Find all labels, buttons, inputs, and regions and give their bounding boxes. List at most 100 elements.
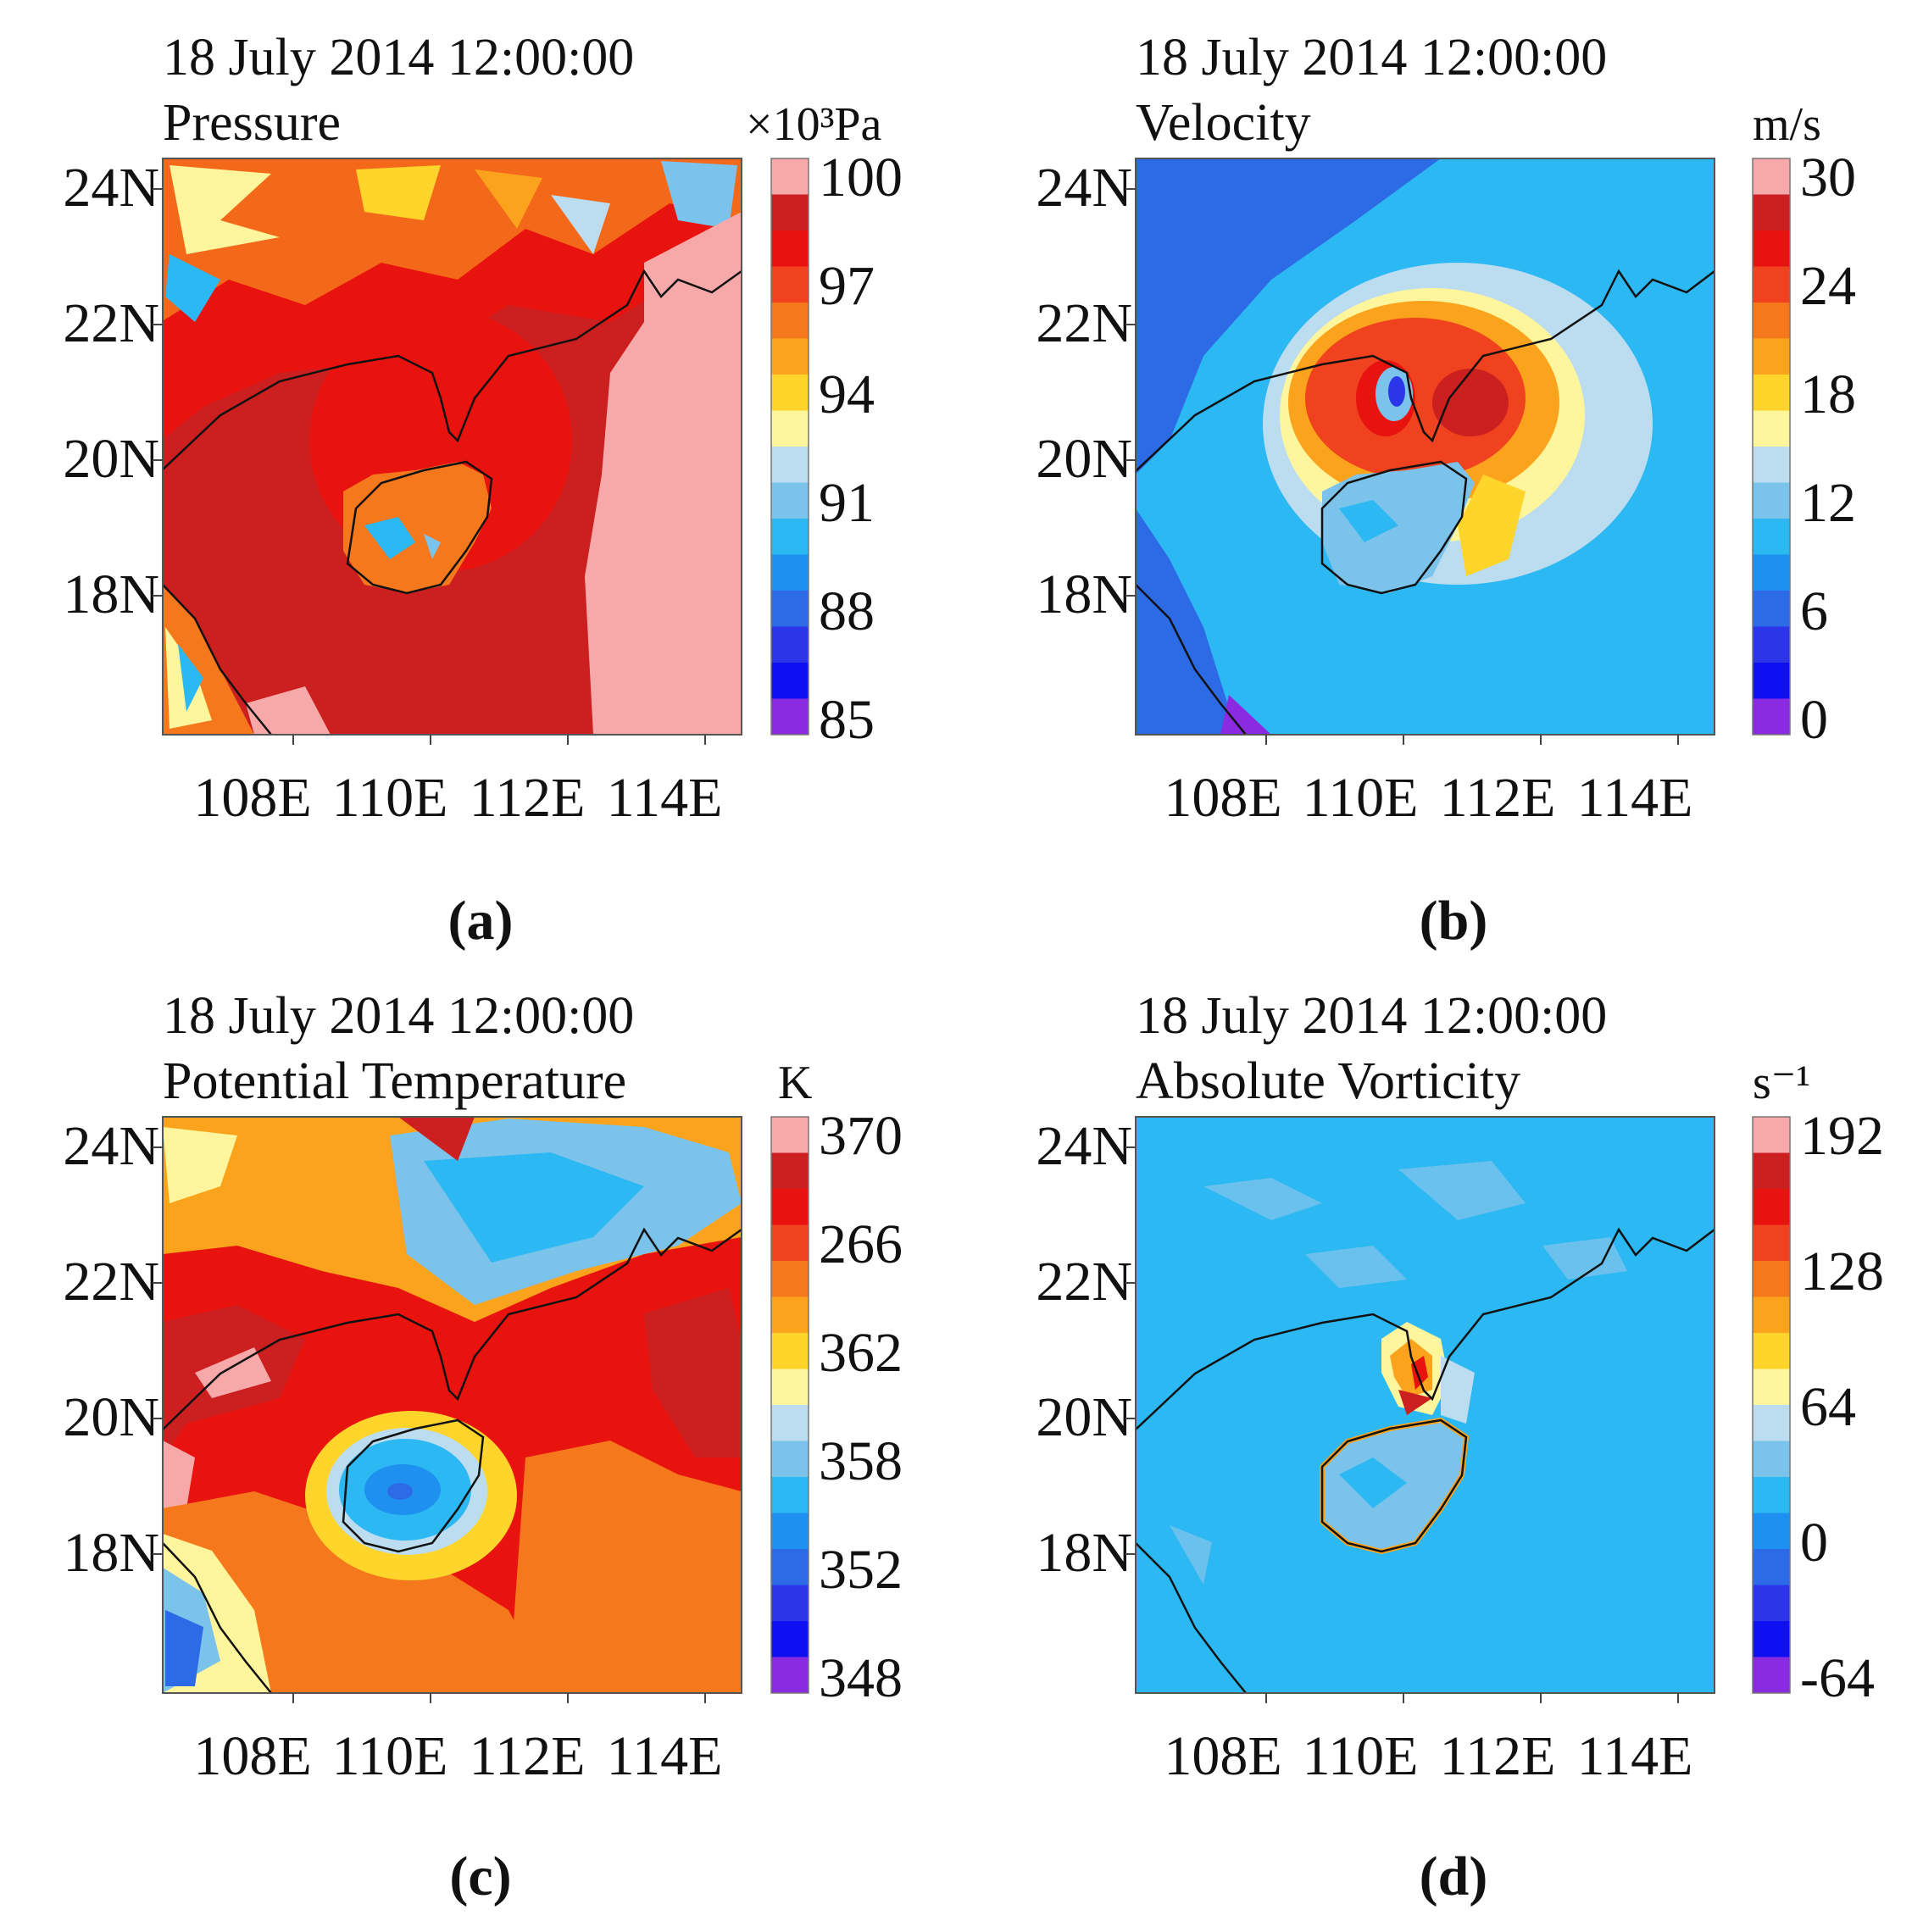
colorbar-segment — [1753, 1477, 1790, 1513]
colorbar-segment — [771, 194, 809, 231]
panel-a-colorbar: 100 97 94 91 88 85 — [770, 147, 903, 751]
colorbar-tick-label: 64 — [1800, 1376, 1856, 1438]
colorbar-segment — [771, 482, 809, 519]
colorbar-segment — [771, 626, 809, 663]
panel-d: 18 July 2014 12:00:00 Absolute Vorticity… — [1135, 987, 1884, 1709]
panel-d-variable: Absolute Vorticity — [1136, 1052, 1520, 1110]
colorbar-tick-label: 12 — [1800, 472, 1856, 534]
panel-c-colorbar: 370 266 362 358 352 348 — [770, 1105, 903, 1709]
colorbar-segment — [1753, 1585, 1790, 1622]
colorbar-segment — [771, 266, 809, 303]
colorbar-segment — [771, 1224, 809, 1262]
colorbar-tick-label: 370 — [819, 1105, 903, 1167]
colorbar-segment — [1753, 1117, 1790, 1153]
lon-tick-label: 110E — [332, 1725, 448, 1787]
panel-b-variable: Velocity — [1136, 94, 1311, 152]
colorbar-segment — [1753, 303, 1790, 339]
panel-a-timestamp: 18 July 2014 12:00:00 — [163, 29, 634, 86]
lon-tick-label: 108E — [193, 767, 311, 829]
lat-tick-label: 20N — [1036, 1386, 1132, 1448]
colorbar-segment — [1753, 1152, 1790, 1190]
colorbar-segment — [1753, 1657, 1790, 1694]
colorbar-segment — [1753, 194, 1790, 231]
lat-tick-label: 20N — [1036, 428, 1132, 490]
lat-tick-label: 18N — [1036, 564, 1132, 625]
colorbar-segment — [771, 1477, 809, 1513]
colorbar-segment — [771, 519, 809, 555]
colorbar-segment — [1753, 1368, 1790, 1406]
colorbar-tick-label: 6 — [1800, 580, 1828, 642]
lon-tick-label: 114E — [1577, 1725, 1693, 1787]
panel-a-map — [163, 158, 742, 735]
colorbar-segment — [1753, 266, 1790, 303]
lon-tick-label: 108E — [1164, 1725, 1281, 1787]
colorbar-segment — [1753, 519, 1790, 555]
colorbar-tick-label: 30 — [1800, 147, 1856, 208]
panel-d-map — [1136, 1117, 1715, 1693]
colorbar-tick-label: 94 — [819, 364, 875, 425]
colorbar-segment — [771, 1117, 809, 1153]
colorbar-segment — [1753, 663, 1790, 699]
lat-tick-label: 22N — [63, 292, 159, 354]
lat-tick-label: 20N — [63, 1386, 159, 1448]
colorbar-segment — [771, 1189, 809, 1225]
panel-b: 18 July 2014 12:00:00 Velocity m/s 30 24 1… — [1135, 29, 1856, 751]
panel-d-timestamp: 18 July 2014 12:00:00 — [1136, 987, 1607, 1045]
lat-tick-label: 22N — [1036, 292, 1132, 354]
colorbar-segment — [1753, 1441, 1790, 1478]
colorbar-segment — [1753, 698, 1790, 736]
colorbar-segment — [1753, 338, 1790, 375]
panel-d-colorbar: 192 128 64 0 -64 — [1752, 1105, 1884, 1709]
lon-tick-label: 112E — [1440, 767, 1556, 829]
colorbar-segment — [771, 410, 809, 447]
colorbar-tick-label: 91 — [819, 472, 875, 534]
colorbar-segment — [1753, 1261, 1790, 1297]
panel-a: 18 July 2014 12:00:00 Pressure ×10³Pa — [162, 29, 903, 751]
colorbar-segment — [1753, 1621, 1790, 1657]
colorbar-segment — [771, 1513, 809, 1550]
colorbar-segment — [771, 230, 809, 267]
colorbar-segment — [771, 1261, 809, 1297]
panel-d-label: (d) — [1420, 1846, 1488, 1907]
lat-tick-label: 18N — [63, 1522, 159, 1584]
colorbar-tick-label: 358 — [819, 1430, 903, 1492]
colorbar-segment — [1753, 1405, 1790, 1441]
colorbar-segment — [1753, 230, 1790, 267]
colorbar-segment — [1753, 591, 1790, 627]
colorbar-segment — [1753, 1296, 1790, 1334]
colorbar-segment — [771, 1333, 809, 1369]
tick-marks — [153, 188, 1679, 1703]
colorbar-segment — [1753, 1333, 1790, 1369]
panel-b-unit: m/s — [1753, 98, 1821, 151]
lon-tick-label: 114E — [1577, 767, 1693, 829]
colorbar-tick-label: 100 — [819, 147, 903, 208]
lon-tick-label: 114E — [607, 767, 723, 829]
colorbar-segment — [1753, 626, 1790, 663]
colorbar-segment — [1753, 1513, 1790, 1550]
colorbar-segment — [771, 375, 809, 411]
colorbar-segment — [771, 338, 809, 375]
lon-tick-label: 112E — [1440, 1725, 1556, 1787]
lon-tick-label: 112E — [470, 767, 586, 829]
colorbar-segment — [771, 1152, 809, 1190]
lon-tick-label: 108E — [1164, 767, 1281, 829]
colorbar-segment — [1753, 1549, 1790, 1585]
colorbar-tick-label: 352 — [819, 1539, 903, 1601]
colorbar-segment — [1753, 1224, 1790, 1262]
lon-tick-label: 112E — [470, 1725, 586, 1787]
panel-c-map — [163, 1117, 742, 1693]
colorbar-segment — [771, 663, 809, 699]
colorbar-tick-label: 0 — [1800, 1512, 1828, 1574]
colorbar-segment — [771, 1657, 809, 1694]
lat-tick-label: 18N — [63, 564, 159, 625]
panel-a-variable: Pressure — [163, 94, 341, 152]
colorbar-segment — [771, 698, 809, 736]
panel-a-unit: ×10³Pa — [746, 98, 882, 151]
colorbar-tick-label: 97 — [819, 255, 875, 317]
panel-c: 18 July 2014 12:00:00 Potential Temperat… — [162, 987, 903, 1709]
colorbar-tick-label: 128 — [1800, 1241, 1884, 1302]
colorbar-tick-label: 85 — [819, 689, 875, 751]
lon-tick-label: 110E — [1303, 1725, 1419, 1787]
panel-c-variable: Potential Temperature — [163, 1052, 626, 1110]
lon-tick-label: 114E — [607, 1725, 723, 1787]
